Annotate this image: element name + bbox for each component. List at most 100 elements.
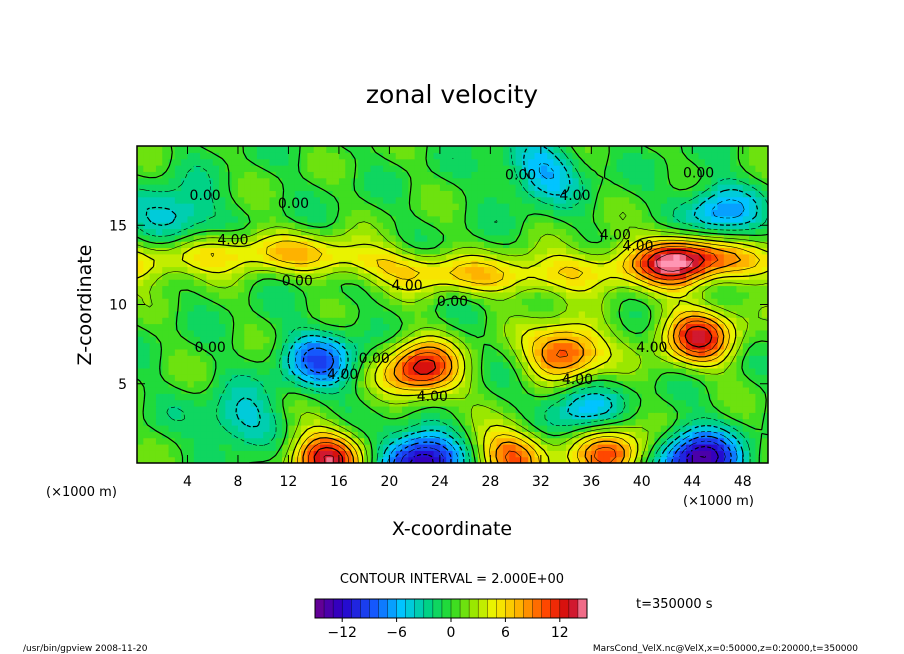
field-cell (622, 399, 630, 407)
field-cell (319, 304, 327, 312)
field-cell (654, 374, 662, 382)
field-cell (458, 431, 466, 439)
field-cell (143, 443, 151, 451)
field-cell (452, 266, 460, 274)
field-cell (301, 380, 308, 388)
field-cell (439, 310, 447, 318)
field-cell (269, 279, 277, 287)
field-cell (206, 203, 214, 210)
field-cell (174, 209, 182, 217)
field-cell (566, 386, 573, 394)
field-cell (231, 399, 239, 407)
field-cell (414, 171, 422, 179)
field-cell (629, 361, 637, 369)
field-cell (597, 336, 605, 344)
field-cell (351, 380, 359, 388)
field-cell (717, 260, 725, 268)
field-cell (294, 329, 302, 337)
field-cell (143, 361, 151, 369)
field-cell (553, 298, 561, 306)
field-cell (275, 209, 283, 217)
field-cell (364, 380, 372, 388)
field-cell (439, 367, 447, 375)
field-cell (414, 272, 422, 280)
field-cell (761, 165, 768, 172)
field-cell (338, 443, 346, 451)
field-cell (244, 152, 252, 160)
field-cell (534, 241, 542, 249)
field-cell (174, 336, 182, 344)
field-cell (351, 190, 359, 198)
field-cell (420, 222, 428, 230)
field-cell (206, 310, 214, 318)
field-cell (357, 431, 365, 439)
field-cell (219, 336, 226, 344)
field-cell (319, 146, 327, 153)
field-cell (250, 412, 258, 420)
field-cell (585, 412, 592, 420)
field-cell (326, 386, 334, 394)
field-cell (547, 171, 555, 179)
field-cell (622, 456, 630, 463)
field-cell (559, 158, 567, 166)
field-cell (730, 266, 738, 274)
field-cell (667, 437, 674, 445)
field-cell (654, 437, 662, 445)
field-cell (288, 393, 296, 401)
field-cell (641, 209, 649, 217)
field-cell (395, 215, 403, 223)
field-cell (231, 456, 239, 463)
field-cell (761, 310, 768, 318)
field-cell (452, 348, 460, 356)
field-cell (414, 405, 422, 413)
field-cell (452, 146, 460, 153)
field-cell (256, 272, 264, 280)
field-cell (490, 196, 498, 204)
field-cell (275, 380, 283, 388)
field-cell (673, 146, 681, 153)
field-cell (162, 361, 170, 369)
field-cell (509, 253, 517, 261)
field-cell (477, 329, 485, 337)
field-cell (622, 215, 630, 223)
field-cell (364, 228, 372, 236)
field-cell (237, 241, 245, 249)
field-cell (383, 323, 390, 331)
field-cell (667, 298, 674, 306)
field-cell (547, 260, 555, 268)
field-cell (319, 171, 327, 179)
field-cell (477, 279, 485, 287)
field-cell (477, 272, 485, 280)
field-cell (181, 348, 189, 356)
field-cell (622, 405, 630, 413)
field-cell (269, 165, 277, 172)
field-cell (313, 152, 321, 160)
field-cell (149, 304, 157, 312)
field-cell (547, 228, 555, 236)
field-cell (521, 412, 529, 420)
field-cell (282, 266, 290, 274)
field-cell (736, 152, 744, 160)
field-cell (200, 247, 208, 255)
field-cell (452, 152, 460, 160)
field-cell (376, 253, 384, 261)
field-cell (332, 203, 340, 210)
field-cell (181, 158, 189, 166)
field-cell (155, 437, 163, 445)
field-cell (313, 184, 321, 191)
field-cell (704, 424, 712, 432)
field-cell (648, 412, 656, 420)
field-cell (420, 304, 428, 312)
field-cell (370, 456, 378, 463)
field-cell (484, 310, 491, 318)
field-cell (288, 146, 296, 153)
field-cell (502, 279, 510, 287)
field-cell (648, 329, 656, 337)
field-cell (471, 196, 479, 204)
field-cell (383, 450, 390, 458)
field-cell (591, 266, 599, 274)
field-cell (237, 279, 245, 287)
field-cell (597, 405, 605, 413)
field-cell (509, 431, 517, 439)
field-cell (231, 190, 239, 198)
